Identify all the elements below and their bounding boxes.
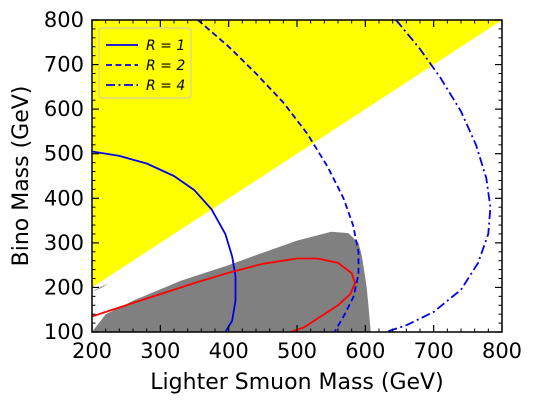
x-tick-label: 700 (414, 339, 454, 363)
series (92, 20, 492, 332)
y-tick-label: 400 (44, 186, 84, 210)
y-tick-label: 100 (44, 320, 84, 344)
x-tick-label: 600 (345, 339, 385, 363)
legend-label: R = 4 (146, 78, 185, 94)
x-tick-label: 800 (482, 339, 522, 363)
ticks (91, 19, 503, 333)
x-tick-label: 500 (277, 339, 317, 363)
legend: R = 1 R = 2 R = 4 (98, 27, 192, 99)
x-axis-title: Lighter Smuon Mass (GeV) (150, 370, 443, 395)
x-tick-label: 300 (140, 339, 180, 363)
y-tick-label: 200 (44, 275, 84, 299)
region-excluded-yellow (92, 20, 502, 288)
y-tick-label: 700 (44, 53, 84, 77)
region-excluded-gray (92, 231, 371, 332)
x-tick-label: 400 (209, 339, 249, 363)
legend-label: R = 1 (146, 38, 185, 54)
y-axis-title: Bino Mass (GeV) (9, 86, 34, 267)
series-line-1 (92, 150, 237, 332)
region-gray-sliver (92, 276, 120, 292)
regions (92, 20, 502, 332)
series-line-2 (197, 20, 360, 332)
tick-labels: 200 300 400 500 600 700 8001002003004005006007… (44, 8, 522, 363)
series-line-4 (92, 257, 357, 332)
y-tick-label: 300 (44, 231, 84, 255)
y-tick-label: 800 (44, 8, 84, 32)
y-tick-label: 500 (44, 142, 84, 166)
series-line-3 (385, 20, 492, 332)
x-tick-label: 200 (72, 339, 112, 363)
y-tick-label: 600 (44, 97, 84, 121)
legend-label: R = 2 (146, 58, 185, 74)
